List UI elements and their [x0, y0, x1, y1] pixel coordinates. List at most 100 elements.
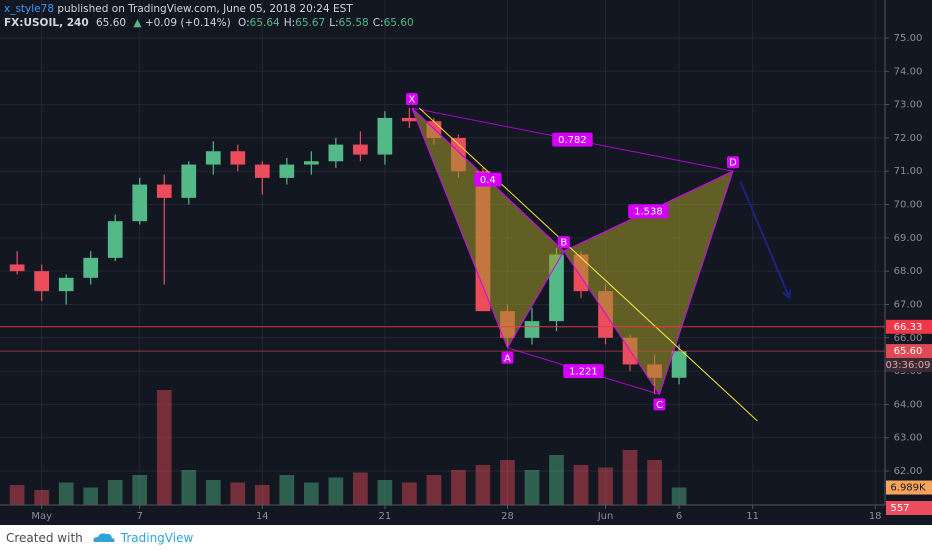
volume-bar: [254, 485, 270, 505]
trendline: [418, 107, 758, 422]
x-tick-label: 7: [137, 511, 143, 522]
x-tick-label: 14: [256, 511, 269, 522]
candle-body: [156, 184, 172, 198]
candle-body: [377, 117, 393, 155]
volume-bar: [9, 485, 25, 505]
chart: 0.40.7821.5381.221XABCD62.0063.0064.0065…: [0, 0, 932, 522]
volume-bar: [647, 460, 662, 505]
volume-bar: [549, 455, 564, 505]
y-tick-label: 72.00: [894, 133, 923, 144]
ratio-box: [563, 364, 604, 379]
volume-bar: [205, 480, 221, 505]
volume-bar: [58, 482, 74, 505]
candle-body: [9, 264, 25, 272]
volume-ma-label: 557: [890, 503, 909, 514]
y-tick-label: 64.00: [894, 399, 923, 410]
logo-cloud: [93, 532, 115, 542]
candle-body: [328, 144, 344, 162]
y-tick-label: 69.00: [894, 233, 923, 244]
price-tag-label: 65.60: [894, 346, 923, 357]
volume-bar: [377, 480, 393, 505]
x-tick-label: 21: [379, 511, 392, 522]
candle-body: [402, 117, 417, 122]
volume-bar: [500, 460, 515, 505]
arrow-head: [782, 289, 792, 300]
ohlc-label: H:: [283, 17, 296, 29]
y-tick-label: 75.00: [894, 33, 923, 44]
volume-bar: [230, 482, 246, 505]
x-tick-label: 28: [501, 511, 514, 522]
volume-bar: [328, 477, 344, 505]
volume-bar: [303, 482, 319, 505]
pattern-point: [727, 156, 740, 169]
volume-tag-label: 6.989K: [890, 483, 926, 494]
pattern-point-label: D: [729, 158, 737, 169]
ohlc-value: 65.64: [249, 17, 280, 29]
ohlc-value: 65.60: [383, 17, 414, 29]
plot: 0.4 0.782 1.538 1.221 X A B C D: [0, 0, 885, 505]
volume-bar: [353, 472, 368, 505]
candle-body: [549, 254, 564, 322]
header: x_style78 published on TradingView.com, …: [4, 2, 414, 30]
volume-bar: [475, 465, 491, 505]
candle-body: [303, 161, 319, 165]
volume-bar: [156, 390, 172, 505]
ratio-label: 0.782: [558, 135, 587, 146]
ohlc-label: O:: [238, 17, 250, 29]
candle-body: [279, 164, 295, 178]
ratio-label: 1.221: [569, 367, 598, 378]
change: +0.09 (+0.14%): [144, 17, 231, 29]
pattern-point: [557, 236, 570, 249]
ratio-box: [474, 172, 502, 187]
volume-bar: [402, 482, 417, 505]
pattern-point-label: A: [504, 353, 511, 364]
countdown-tag: [886, 358, 932, 373]
volume-bar: [426, 475, 442, 505]
volume-bar: [598, 467, 613, 505]
volume-bar: [34, 490, 50, 505]
ratio-box: [552, 132, 593, 147]
volume-bar: [524, 470, 540, 505]
price-tag-label: 66.33: [894, 322, 923, 333]
volume-bar: [107, 480, 123, 505]
x-tick-label: Jun: [597, 511, 614, 522]
candle-body: [254, 164, 270, 178]
candle-body: [34, 271, 50, 292]
x-tick-label: 11: [746, 511, 759, 522]
volume-bar: [181, 470, 197, 505]
footer: Created with TradingView: [0, 525, 932, 550]
pattern-point: [653, 398, 666, 411]
y-tick-label: 73.00: [894, 100, 923, 111]
candle-body: [353, 144, 368, 155]
volume-ma-tag: [886, 501, 932, 515]
candle-body: [230, 151, 246, 165]
volume-bar: [83, 487, 99, 505]
countdown-label: 03:36:09: [886, 360, 931, 371]
symbol: FX:USOIL, 240: [4, 17, 89, 29]
candle-body: [58, 277, 74, 292]
ohlc-label: C:: [372, 17, 384, 29]
x-tick-label: May: [31, 511, 52, 522]
candle-body: [83, 257, 99, 278]
author: x_style78: [4, 3, 55, 15]
ohlc-value: 65.58: [338, 17, 369, 29]
symbol-line: FX:USOIL, 240 65.60 ▲ +0.09 (+0.14%) O:6…: [4, 16, 414, 30]
brand: TradingView: [120, 530, 194, 545]
created-with: Created with: [6, 530, 83, 545]
candle-body: [107, 221, 123, 258]
volume-bar: [451, 470, 466, 505]
volume-bar: [132, 475, 148, 505]
price-tag: [886, 319, 932, 334]
x-tick-label: 18: [869, 511, 882, 522]
volume-bar: [279, 475, 295, 505]
y-tick-label: 68.00: [894, 266, 923, 277]
pattern-point-label: X: [408, 94, 415, 105]
price-tag: [886, 344, 932, 359]
y-tick-label: 66.00: [894, 333, 923, 344]
candle-body: [524, 321, 540, 338]
candle-body: [671, 351, 687, 378]
volume-bar: [573, 465, 589, 505]
y-tick-label: 74.00: [894, 66, 923, 77]
change-arrow: ▲: [133, 17, 142, 29]
